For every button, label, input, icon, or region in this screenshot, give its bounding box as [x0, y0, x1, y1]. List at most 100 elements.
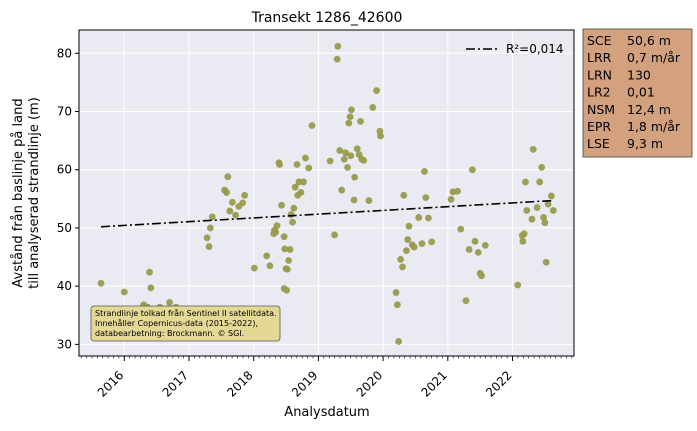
data-point: [344, 163, 351, 171]
data-point: [397, 255, 404, 263]
data-point: [293, 161, 301, 168]
stat-label: EPR: [587, 119, 611, 134]
data-point: [528, 215, 536, 223]
data-point: [351, 173, 359, 181]
data-point: [346, 113, 354, 121]
data-point: [474, 248, 482, 256]
x-tick-label: 2017: [160, 368, 191, 399]
data-point: [147, 284, 155, 292]
data-point: [300, 178, 307, 186]
trend-line: [100, 199, 553, 228]
data-point: [331, 231, 338, 239]
data-point: [514, 281, 522, 289]
y-tick-label: 30: [57, 337, 72, 351]
data-point: [522, 178, 529, 186]
data-point: [203, 234, 211, 242]
data-point: [400, 191, 408, 199]
y-tick-label: 50: [57, 221, 72, 235]
plot-area: [79, 30, 574, 356]
data-point: [278, 201, 285, 209]
data-point: [462, 297, 470, 305]
stat-label: LR2: [587, 85, 611, 100]
y-axis-title-line-2: till analyserad strandlinje (m): [27, 97, 42, 289]
data-point: [342, 149, 349, 157]
data-point: [415, 214, 423, 221]
data-point: [297, 189, 305, 196]
chart-title: Transekt 1286_42600: [251, 10, 403, 26]
data-point: [478, 272, 485, 280]
data-point: [272, 228, 280, 236]
source-note: Strandlinje tolkad från Sentinel II sate…: [90, 305, 281, 342]
data-point: [369, 104, 377, 111]
data-point: [540, 214, 547, 221]
y-axis-title-line-1: Avstånd från baslinje på land: [11, 98, 26, 287]
data-point: [538, 163, 546, 171]
data-point: [353, 145, 361, 153]
data-point: [120, 288, 128, 296]
data-point: [263, 252, 271, 260]
data-points: [97, 42, 557, 345]
stat-label: LRR: [587, 50, 612, 65]
data-point: [348, 106, 355, 114]
data-point: [308, 122, 316, 129]
data-point: [302, 154, 309, 162]
stat-value: 0,01: [627, 85, 655, 100]
data-point: [166, 299, 173, 306]
data-point: [333, 55, 341, 63]
data-point: [392, 289, 400, 296]
stat-label: LRN: [587, 67, 612, 82]
data-point: [360, 157, 368, 164]
stat-value: 0,7 m/år: [627, 50, 681, 65]
y-tick-label: 40: [57, 279, 72, 293]
x-tick-label: 2022: [483, 368, 514, 399]
plot-frame: [78, 29, 575, 357]
data-point: [529, 145, 537, 153]
source-note-line-1: Strandlinje tolkad från Sentinel II sate…: [95, 308, 277, 318]
x-tick-label: 2021: [418, 368, 449, 399]
y-axis-title: Avstånd från baslinje på land till analy…: [11, 97, 42, 289]
data-point: [347, 152, 355, 160]
data-point: [345, 119, 353, 127]
data-point: [336, 147, 344, 154]
stats-box: SCE 50,6 m LRR 0,7 m/år LRN 130 LR2 0,01 NSM 12,4…: [582, 28, 693, 158]
data-point: [418, 240, 426, 248]
data-point: [326, 157, 334, 165]
data-point: [146, 268, 153, 276]
data-point: [228, 198, 236, 206]
data-point: [373, 87, 381, 94]
data-point: [395, 338, 403, 345]
data-point: [533, 204, 541, 211]
legend-label: R²=0,014: [506, 42, 564, 56]
data-point: [334, 42, 342, 50]
data-point: [547, 192, 555, 200]
source-note-line-3: databearbetning: Brockmann. © SGI.: [95, 329, 244, 338]
data-point: [471, 237, 479, 245]
data-point: [403, 247, 410, 255]
data-point: [544, 200, 552, 208]
data-point: [536, 178, 544, 186]
stat-label: SCE: [587, 33, 612, 48]
x-axis-title: Analysdatum: [284, 405, 369, 420]
x-tick-label: 2018: [224, 368, 255, 399]
data-point: [239, 199, 247, 207]
data-point: [421, 168, 428, 175]
data-point: [425, 214, 432, 222]
data-point: [286, 246, 294, 253]
data-point: [276, 161, 283, 168]
data-point: [289, 218, 296, 226]
source-note-box: [90, 305, 281, 342]
data-point: [447, 196, 455, 203]
source-note-line-2: Innehåller Copernicus-data (2015-2022),: [95, 318, 258, 328]
data-point: [541, 219, 549, 227]
data-point: [428, 238, 436, 246]
data-point: [454, 187, 461, 195]
data-point: [365, 197, 373, 204]
data-point: [549, 207, 557, 214]
y-tick-label: 70: [57, 105, 72, 119]
stats-box-background: [582, 28, 693, 158]
data-point: [399, 263, 406, 271]
y-tick-label: 80: [57, 46, 72, 60]
grid-lines: [79, 30, 574, 356]
data-point: [393, 301, 401, 309]
